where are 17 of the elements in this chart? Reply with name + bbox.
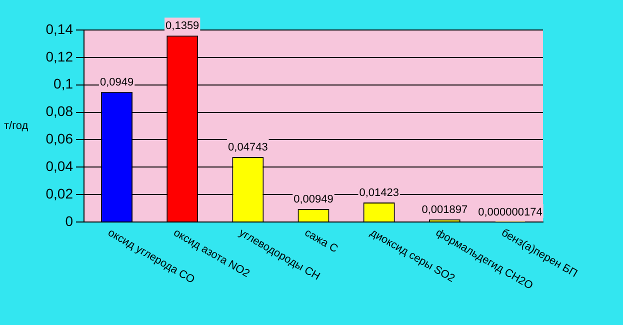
data-label: 0,000000174 (478, 206, 542, 219)
y-tick-label: 0,08 (46, 103, 74, 120)
y-tick-label: 0,06 (46, 130, 74, 147)
x-tick-label: сажа С (302, 226, 340, 256)
y-tick-label: 0,14 (46, 20, 74, 37)
data-label: 0,01423 (359, 187, 399, 200)
y-tick-label: 0 (65, 212, 74, 229)
data-label: 0,00949 (294, 194, 334, 206)
y-tick-label: 0,12 (46, 48, 74, 64)
y-tick-label: 0,04 (46, 158, 74, 174)
y-tick-label: 0,02 (46, 185, 74, 202)
data-label: 0,001897 (422, 204, 468, 216)
data-label: 0,0949 (100, 76, 134, 88)
y-tick-label: 0,1 (54, 76, 74, 92)
y-axis-title: т/год (4, 120, 29, 132)
data-label: 0,04743 (228, 141, 268, 154)
data-label: 0,1359 (166, 20, 200, 32)
